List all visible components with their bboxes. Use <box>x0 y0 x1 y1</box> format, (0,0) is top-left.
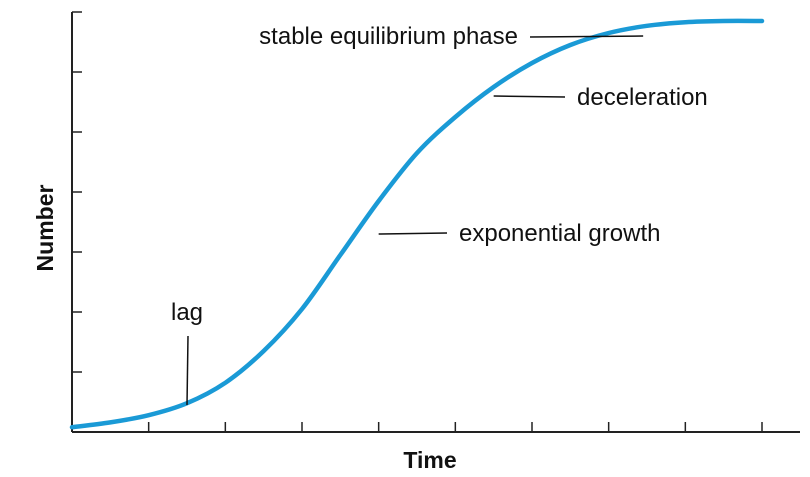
axes <box>71 11 800 433</box>
y-axis-title: Number <box>32 185 58 272</box>
annotation-leader-exponential-growth <box>378 232 448 235</box>
annotation-label-stable-equilibrium: stable equilibrium phase <box>259 23 518 50</box>
x-axis-title: Time <box>403 447 456 473</box>
annotation-label-deceleration: deceleration <box>577 84 708 111</box>
annotation-label-exponential-growth: exponential growth <box>459 220 660 247</box>
annotation-leader-lag <box>186 335 189 406</box>
annotation-label-lag: lag <box>171 299 203 326</box>
annotation-leader-deceleration <box>493 95 566 98</box>
annotation-leader-stable-equilibrium <box>529 35 644 38</box>
annotation-layer: stable equilibrium phase deceleration expo… <box>171 23 708 406</box>
